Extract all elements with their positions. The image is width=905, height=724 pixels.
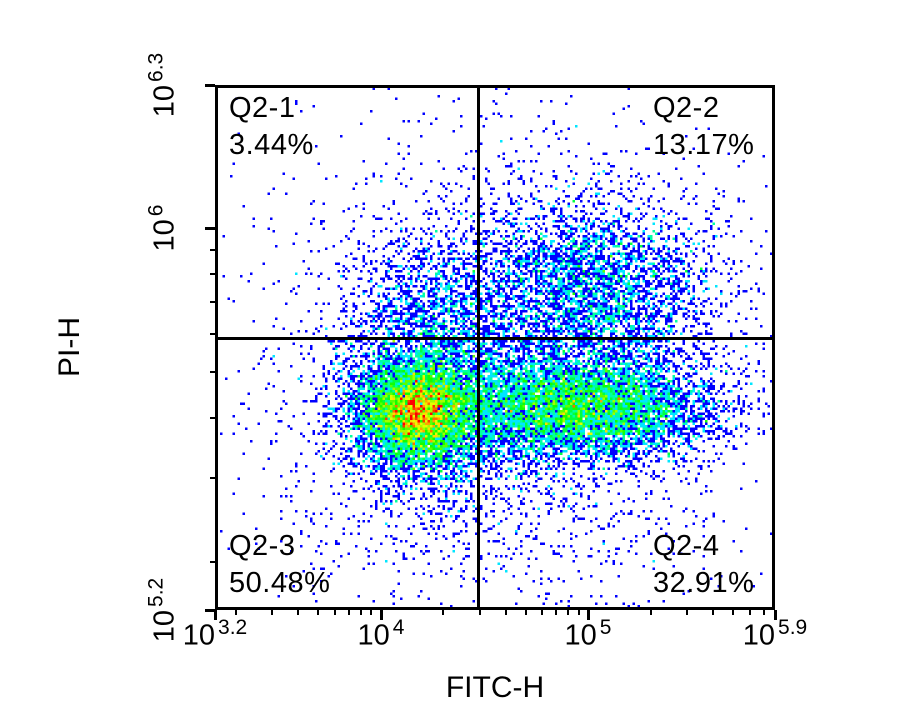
quadrant-label-q2-2: Q2-2 13.17% xyxy=(653,90,754,164)
x-axis-major-tick xyxy=(587,610,590,620)
x-tick-label: 10 5 xyxy=(564,616,612,652)
y-axis-minor-tick xyxy=(210,371,215,373)
y-axis-minor-tick xyxy=(210,301,215,303)
quadrant-name: Q2-1 xyxy=(229,92,296,124)
x-axis-minor-tick xyxy=(505,610,507,615)
y-tick-label: 106 xyxy=(144,204,181,252)
x-axis-minor-tick xyxy=(555,610,557,615)
x-axis-minor-tick xyxy=(686,610,688,615)
y-axis-minor-tick xyxy=(210,417,215,419)
x-axis-minor-tick xyxy=(749,610,751,615)
quadrant-label-q2-3: Q2-3 50.48% xyxy=(229,528,330,602)
x-axis-minor-tick xyxy=(479,610,481,615)
quadrant-name: Q2-4 xyxy=(653,530,720,562)
quadrant-percent: 50.48% xyxy=(229,567,331,599)
x-axis-minor-tick xyxy=(348,610,350,615)
quadrant-label-q2-4: Q2-4 32.91% xyxy=(653,528,754,602)
x-axis-minor-tick xyxy=(732,610,734,615)
x-axis-minor-tick xyxy=(271,610,273,615)
y-axis-minor-tick xyxy=(210,561,215,563)
x-tick-label: 10 5.9 xyxy=(742,616,808,652)
x-axis-minor-tick xyxy=(712,610,714,615)
x-axis-major-tick xyxy=(774,610,777,620)
x-axis-minor-tick xyxy=(297,610,299,615)
x-axis-minor-tick xyxy=(650,610,652,615)
x-axis-minor-tick xyxy=(360,610,362,615)
quadrant-percent: 3.44% xyxy=(229,129,314,161)
x-tick-label: 10 4 xyxy=(357,616,405,652)
x-axis-minor-tick xyxy=(334,610,336,615)
y-axis-minor-tick xyxy=(210,477,215,479)
x-axis-minor-tick xyxy=(763,610,765,615)
quadrant-name: Q2-3 xyxy=(229,530,296,562)
quadrant-percent: 32.91% xyxy=(653,567,755,599)
x-tick-label: 10 3.2 xyxy=(182,616,248,652)
y-axis-minor-tick xyxy=(210,333,215,335)
y-axis-major-tick xyxy=(205,227,215,230)
y-tick-label: 106.3 xyxy=(144,52,181,118)
x-axis-minor-tick xyxy=(442,610,444,615)
y-tick-label: 105.2 xyxy=(144,577,181,643)
y-axis-major-tick xyxy=(205,609,215,612)
quadrant-percent: 13.17% xyxy=(653,129,755,161)
quadrant-gate-vertical-line xyxy=(477,85,480,610)
y-axis-minor-tick xyxy=(210,273,215,275)
x-axis-minor-tick xyxy=(525,610,527,615)
y-axis-minor-tick xyxy=(210,249,215,251)
x-axis-minor-tick xyxy=(235,610,237,615)
x-axis-minor-tick xyxy=(578,610,580,615)
x-axis-title: FITC-H xyxy=(445,671,545,704)
y-axis-title: PI-H xyxy=(53,317,86,377)
x-axis-minor-tick xyxy=(370,610,372,615)
quadrant-label-q2-1: Q2-1 3.44% xyxy=(229,90,314,164)
x-axis-major-tick xyxy=(214,610,217,620)
density-scatter-canvas xyxy=(215,85,775,610)
quadrant-name: Q2-2 xyxy=(653,92,720,124)
x-axis-minor-tick xyxy=(317,610,319,615)
quadrant-gate-horizontal-line xyxy=(215,337,775,340)
x-axis-minor-tick xyxy=(567,610,569,615)
y-axis-major-tick xyxy=(205,84,215,87)
x-axis-minor-tick xyxy=(541,610,543,615)
x-axis-major-tick xyxy=(380,610,383,620)
